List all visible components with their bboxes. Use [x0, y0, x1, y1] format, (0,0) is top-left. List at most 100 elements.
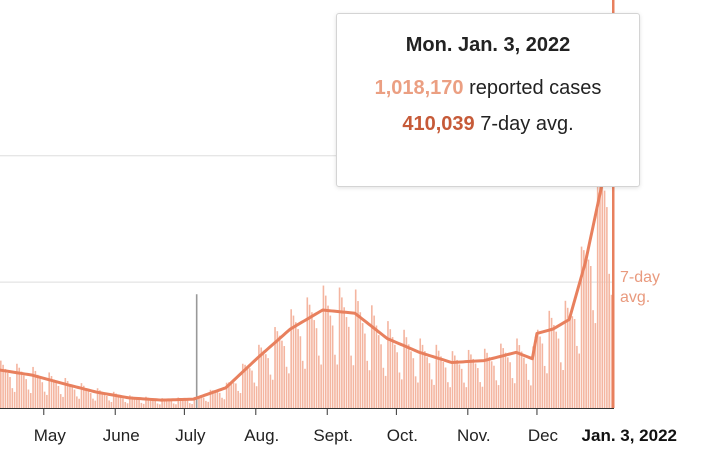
daily-bar [389, 329, 392, 408]
daily-bar [25, 379, 27, 408]
daily-bar [536, 329, 539, 408]
daily-bar [131, 396, 133, 408]
daily-bar [566, 307, 569, 408]
daily-bar [428, 363, 431, 408]
daily-bar [523, 357, 525, 408]
daily-bar [352, 365, 355, 408]
daily-bar [85, 388, 87, 408]
daily-bar [48, 372, 50, 408]
daily-bar [387, 321, 389, 408]
daily-case-bars [0, 0, 615, 409]
daily-bar [94, 400, 97, 408]
daily-bar [580, 246, 583, 408]
daily-bar [403, 329, 405, 408]
daily-bar [334, 354, 336, 408]
daily-bar [80, 383, 83, 408]
daily-bar [511, 378, 514, 408]
daily-bar [329, 315, 332, 408]
daily-bar [285, 366, 288, 408]
daily-bar [481, 386, 484, 408]
x-axis-ticks: May June July Aug. Sept. Oct. Nov. Dec [34, 408, 559, 445]
daily-bar [163, 398, 166, 408]
daily-bar [117, 395, 120, 408]
daily-bar [377, 335, 380, 408]
x-tick-label: June [103, 426, 140, 445]
daily-bar [532, 346, 534, 408]
daily-bar [34, 370, 37, 408]
daily-bar [338, 287, 341, 408]
daily-bar [541, 343, 544, 408]
daily-bar [177, 397, 180, 408]
daily-bar [218, 392, 221, 408]
daily-bar [350, 355, 352, 408]
daily-bar [235, 383, 237, 408]
daily-bar [57, 385, 60, 408]
daily-bar [550, 317, 553, 408]
daily-bar [260, 347, 263, 408]
x-tick-label: Nov. [457, 426, 491, 445]
daily-bar [458, 364, 461, 408]
avg-label-line2: avg. [620, 289, 650, 306]
daily-bar [147, 397, 150, 408]
daily-bar [525, 363, 528, 408]
seven-day-avg-line [0, 147, 615, 402]
daily-bar [557, 338, 560, 408]
daily-bar [246, 366, 249, 408]
daily-bar [108, 400, 110, 408]
daily-bar [596, 158, 599, 408]
x-tick-label: May [34, 426, 67, 445]
daily-bar [193, 396, 196, 408]
daily-bar [66, 381, 69, 408]
daily-bar [283, 346, 286, 408]
daily-bar [543, 365, 546, 408]
tooltip-reported-value: 1,018,170 [374, 77, 464, 99]
daily-bar [430, 379, 433, 408]
daily-bar [592, 310, 594, 408]
daily-bar [433, 384, 435, 408]
daily-bar [322, 285, 325, 408]
daily-bar [578, 353, 581, 408]
daily-bar [304, 368, 306, 408]
daily-bar [87, 390, 90, 408]
daily-bar [410, 351, 412, 408]
daily-bar [225, 382, 228, 408]
x-tick-label: July [175, 426, 206, 445]
daily-bar [253, 382, 256, 408]
daily-bar [585, 255, 587, 408]
daily-bar [175, 404, 177, 408]
daily-bar [562, 370, 564, 408]
daily-bar [502, 348, 504, 408]
daily-bar [106, 395, 108, 408]
daily-bar [460, 368, 463, 408]
daily-bar [76, 396, 78, 408]
tooltip-avg-value: 410,039 [402, 113, 475, 135]
daily-bar [608, 273, 610, 408]
daily-bar [209, 389, 212, 408]
daily-bar [357, 301, 359, 408]
daily-bar [92, 398, 94, 408]
daily-bar [394, 344, 396, 408]
daily-bar [453, 355, 456, 408]
daily-bar [239, 393, 242, 408]
daily-bar [271, 379, 274, 408]
daily-bar [142, 403, 145, 408]
daily-bar [479, 382, 481, 408]
daily-bar [237, 390, 239, 408]
daily-bar [198, 397, 200, 408]
daily-bar [345, 317, 348, 408]
daily-bar [50, 376, 53, 408]
daily-bar [154, 400, 156, 408]
daily-bar [361, 323, 364, 408]
daily-bar [509, 362, 511, 408]
tooltip-reported-text: reported cases [469, 77, 602, 99]
daily-bar [375, 325, 378, 408]
daily-bar [96, 388, 99, 408]
daily-bar [165, 399, 168, 408]
daily-bar [447, 382, 449, 408]
daily-bar [324, 295, 327, 408]
daily-bar [223, 399, 226, 408]
daily-bar [18, 367, 21, 408]
daily-bar [412, 358, 415, 408]
daily-bar [103, 394, 106, 408]
